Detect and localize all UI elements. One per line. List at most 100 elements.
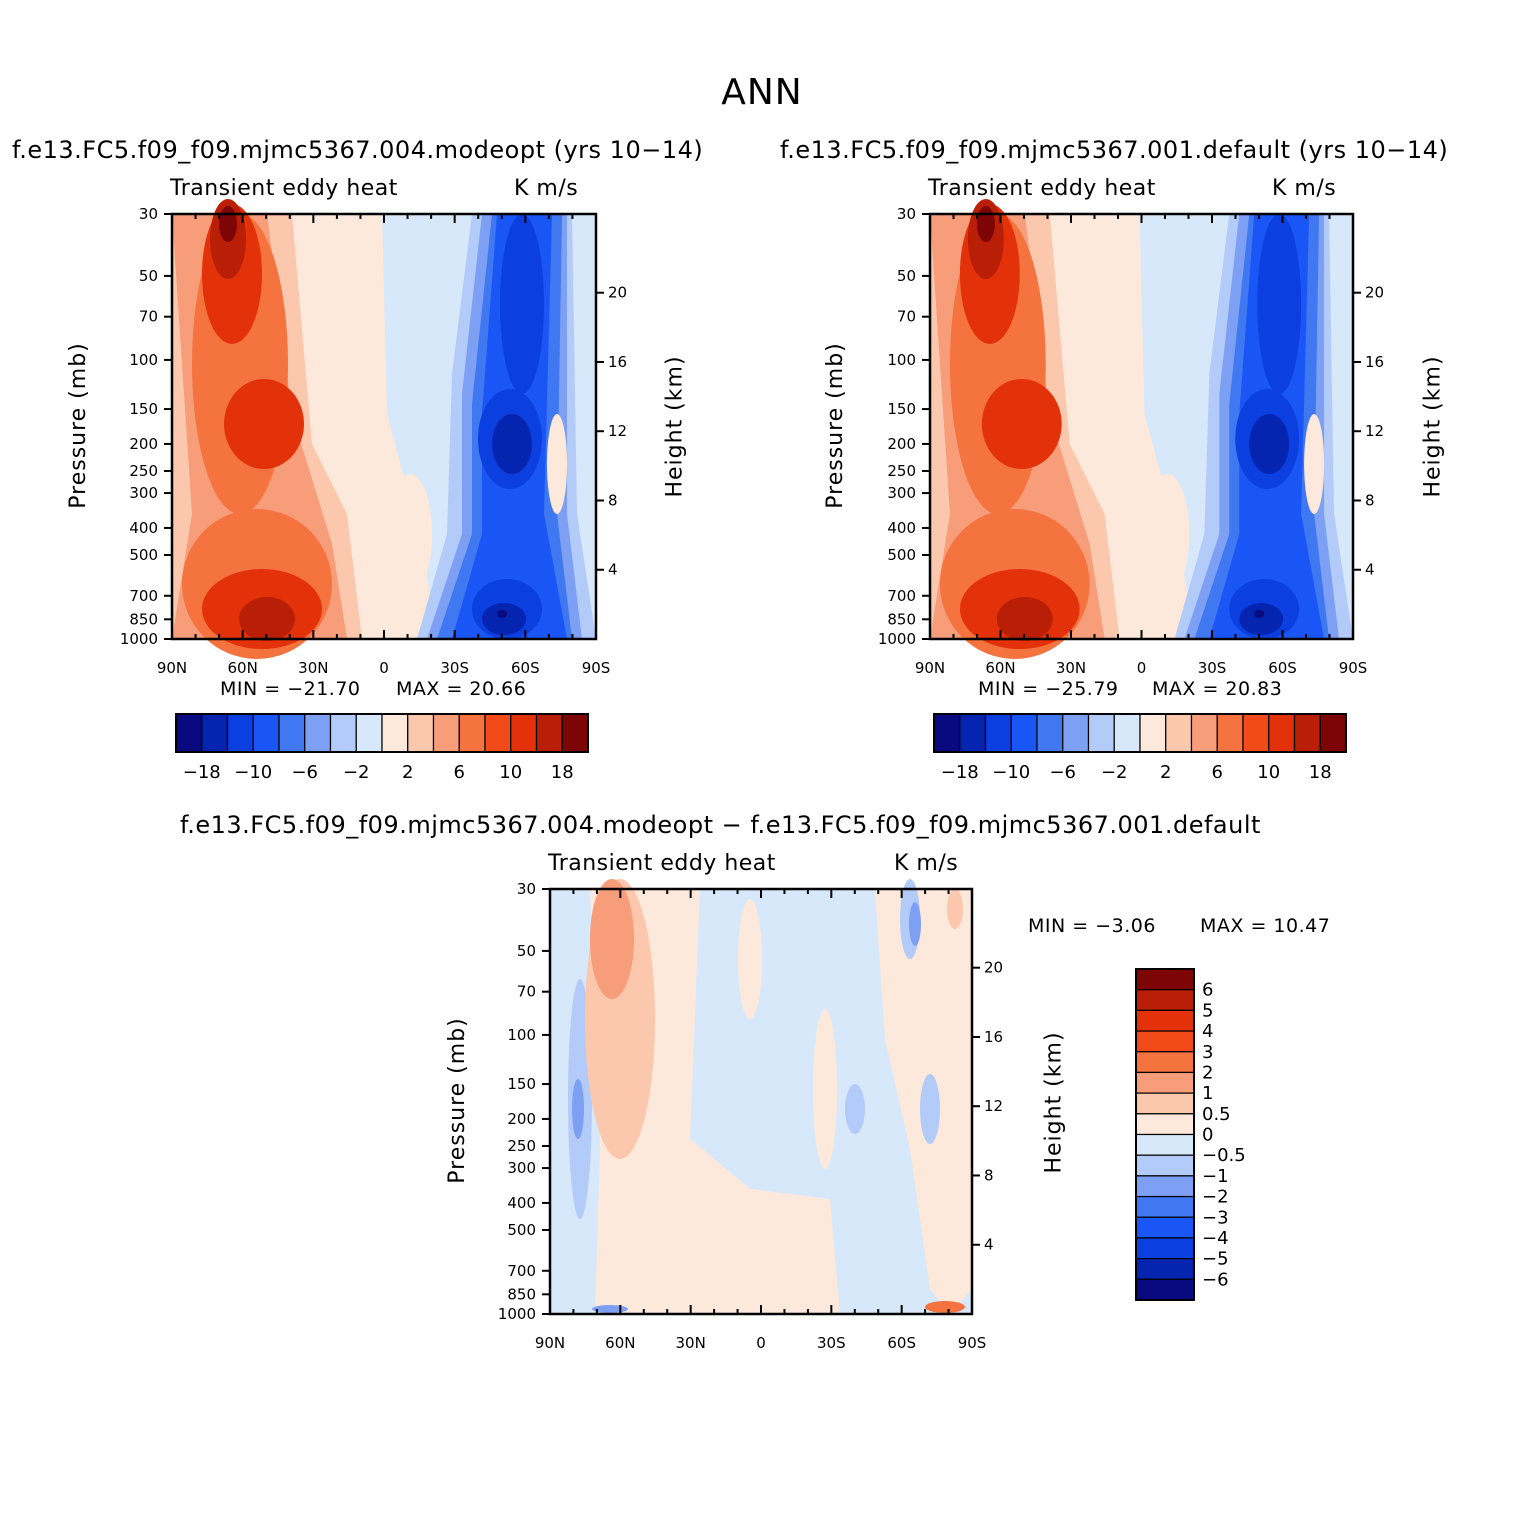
colorbar-label: 5: [1202, 1000, 1213, 1021]
x-tick-label: 60S: [1268, 659, 1297, 677]
y-tick-label: 850: [129, 610, 158, 628]
y2-tick-label: 8: [1365, 491, 1375, 509]
x-tick-label: 0: [1137, 659, 1147, 677]
y2-tick-label: 20: [984, 959, 1003, 977]
colorbar-box: [355, 713, 383, 753]
colorbar-box: [1190, 713, 1218, 753]
contour-region: [1249, 414, 1290, 474]
contour-region: [996, 597, 1053, 641]
contour-region: [500, 214, 544, 394]
y2-tick-label: 16: [1365, 353, 1384, 371]
colorbar-box: [458, 713, 486, 753]
colorbar-label: −1: [1202, 1166, 1229, 1187]
colorbar-box: [1135, 1195, 1195, 1218]
colorbar-label: 6: [454, 762, 465, 783]
plot-frame: [928, 212, 1355, 641]
x-tick-label: 30N: [298, 659, 328, 677]
contour-region: [482, 603, 526, 635]
colorbar-label: 2: [402, 762, 413, 783]
panel3-min: MIN = −3.06: [1028, 915, 1156, 937]
contour-region: [1304, 414, 1325, 514]
y-tick-label: 400: [129, 519, 158, 537]
colorbar-box: [1268, 713, 1296, 753]
y2-tick-label: 16: [984, 1028, 1003, 1046]
x-tick-label: 30S: [440, 659, 469, 677]
colorbar-box: [1242, 713, 1270, 753]
colorbar-box: [175, 713, 203, 753]
colorbar-box: [1216, 713, 1244, 753]
panel1-units: K m/s: [514, 176, 579, 201]
y-tick-label: 100: [507, 1026, 536, 1044]
colorbar-box: [1165, 713, 1193, 753]
colorbar-frame: [933, 713, 1347, 753]
y-tick-label: 250: [129, 462, 158, 480]
y-tick-label: 300: [507, 1159, 536, 1177]
colorbar-frame: [1135, 968, 1195, 1301]
colorbar-box: [1135, 1175, 1195, 1198]
y-tick-label: 700: [129, 587, 158, 605]
panel2-colorbar: −18 −10 −6 −2 2 6 10 18: [933, 713, 1347, 783]
panel2-units: K m/s: [1272, 176, 1337, 201]
y-tick-label: 70: [897, 308, 916, 326]
contour-region: [813, 1009, 837, 1169]
colorbar-frame: [175, 713, 589, 753]
colorbar-label: 3: [1202, 1042, 1213, 1063]
colorbar-label: −2: [343, 762, 370, 783]
contour-region: [219, 206, 237, 242]
panel2-plot: 30 50 70 100 150 200 250 300 400 500 700 850 1000 20 1…: [878, 199, 1384, 677]
colorbar-box: [1135, 1009, 1195, 1032]
contour-region: [1145, 474, 1190, 594]
x-tick-label: 30S: [1198, 659, 1227, 677]
colorbar-label: 6: [1212, 762, 1223, 783]
y-tick-label: 500: [507, 1221, 536, 1239]
colorbar-box: [329, 713, 357, 753]
panel2-left-string: Transient eddy heat: [928, 176, 1156, 201]
colorbar-box: [484, 713, 512, 753]
colorbar-box: [201, 713, 229, 753]
colorbar-box: [1062, 713, 1090, 753]
plot-frame: [548, 887, 974, 1316]
x-tick-label: 60N: [605, 1334, 635, 1352]
plot-frame: [170, 212, 598, 641]
colorbar-box: [1087, 713, 1115, 753]
x-tick-label: 90S: [958, 1334, 987, 1352]
panel3-plot: 30 50 70 100 150 200 250 300 400 500 700 850 1000 20 1…: [498, 879, 1003, 1352]
x-tick-label: 30N: [1056, 659, 1086, 677]
colorbar-box: [1010, 713, 1038, 753]
y-tick-label: 100: [887, 351, 916, 369]
colorbar-label: −2: [1202, 1187, 1229, 1208]
colorbar-box: [1293, 713, 1321, 753]
contour-region: [981, 379, 1062, 469]
y-tick-label: 150: [507, 1075, 536, 1093]
contour-region: [1239, 603, 1284, 635]
y-tick-label: 500: [887, 546, 916, 564]
contour-region: [845, 1084, 865, 1134]
y-tick-label: 150: [129, 400, 158, 418]
contour-region: [909, 902, 921, 946]
colorbar-label: 1: [1202, 1083, 1213, 1104]
panel1-colorbar: −18 −10 −6 −2 2 6 10 18: [175, 713, 589, 783]
y2-tick-label: 20: [1365, 284, 1384, 302]
y-tick-label: 850: [887, 610, 916, 628]
x-tick-label: 90S: [582, 659, 611, 677]
panel1-title: f.e13.FC5.f09_f09.mjmc5367.004.modeopt (…: [12, 136, 704, 164]
contour-region: [925, 1301, 965, 1313]
contour-region: [592, 1305, 628, 1313]
y-tick-label: 300: [129, 484, 158, 502]
y2-tick-label: 4: [1365, 561, 1375, 579]
panel2-min: MIN = −25.79: [978, 678, 1119, 700]
y-tick-label: 1000: [878, 630, 916, 648]
panel1-ylabel: Pressure (mb): [65, 342, 91, 509]
y-tick-label: 500: [129, 546, 158, 564]
colorbar-box: [1135, 1113, 1195, 1136]
panel1-min: MIN = −21.70: [220, 678, 361, 700]
panel1-left-string: Transient eddy heat: [170, 176, 398, 201]
y2-tick-label: 12: [1365, 422, 1384, 440]
colorbar-box: [1135, 1051, 1195, 1074]
y-tick-label: 70: [517, 983, 536, 1001]
panel3-ylabel2: Height (km): [1041, 1031, 1067, 1174]
colorbar-label: −6: [1202, 1269, 1229, 1290]
x-tick-label: 30S: [817, 1334, 846, 1352]
colorbar-box: [1036, 713, 1064, 753]
